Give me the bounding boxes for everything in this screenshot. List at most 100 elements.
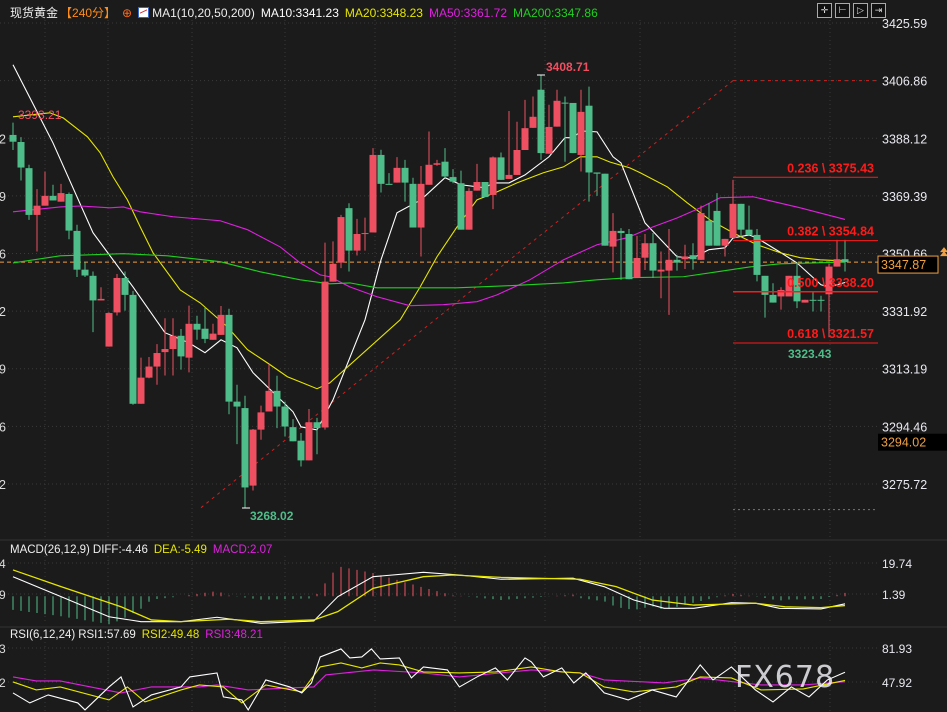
- candle[interactable]: [393, 157, 401, 183]
- candle[interactable]: [473, 163, 481, 191]
- candle[interactable]: [305, 409, 313, 461]
- candle[interactable]: [73, 224, 81, 278]
- candle[interactable]: [137, 357, 145, 404]
- candle[interactable]: [225, 308, 233, 415]
- candle[interactable]: [185, 305, 193, 373]
- candle[interactable]: [769, 283, 777, 303]
- fit-left-icon[interactable]: ⊢: [835, 3, 850, 18]
- candle[interactable]: [265, 364, 273, 412]
- candle[interactable]: [241, 395, 249, 508]
- candle[interactable]: [697, 205, 705, 260]
- candle[interactable]: [585, 86, 593, 202]
- candle[interactable]: [441, 148, 449, 178]
- candle[interactable]: [209, 323, 217, 340]
- candle[interactable]: [753, 229, 761, 282]
- candle[interactable]: [233, 384, 241, 445]
- candle[interactable]: [113, 273, 121, 316]
- candle[interactable]: [465, 188, 473, 230]
- candle[interactable]: [577, 89, 585, 172]
- candle[interactable]: [713, 193, 721, 246]
- crosshair-icon[interactable]: ✛: [817, 3, 832, 18]
- candle[interactable]: [681, 244, 689, 270]
- candle[interactable]: [593, 172, 601, 196]
- candle[interactable]: [529, 96, 537, 128]
- candle[interactable]: [161, 318, 169, 376]
- candle[interactable]: [273, 375, 281, 429]
- candle[interactable]: [665, 229, 673, 315]
- candle[interactable]: [377, 149, 385, 193]
- candle[interactable]: [169, 318, 177, 376]
- candle[interactable]: [9, 122, 17, 151]
- candle[interactable]: [409, 177, 417, 228]
- candle[interactable]: [833, 239, 841, 267]
- candle[interactable]: [385, 173, 393, 185]
- candle[interactable]: [345, 203, 353, 272]
- candle[interactable]: [313, 417, 321, 455]
- candle[interactable]: [249, 429, 257, 491]
- candle[interactable]: [321, 242, 329, 430]
- candle[interactable]: [737, 203, 745, 237]
- candle[interactable]: [633, 235, 641, 278]
- candle[interactable]: [785, 275, 793, 297]
- candle[interactable]: [49, 184, 57, 201]
- ma-settings-icon[interactable]: [138, 7, 150, 18]
- candle[interactable]: [657, 251, 665, 299]
- candle[interactable]: [145, 357, 153, 379]
- candle[interactable]: [625, 229, 633, 280]
- candle[interactable]: [33, 189, 41, 252]
- candle[interactable]: [433, 159, 441, 166]
- candle[interactable]: [553, 89, 561, 127]
- candle[interactable]: [369, 148, 377, 233]
- candle[interactable]: [217, 305, 225, 335]
- candle[interactable]: [281, 401, 289, 437]
- candle[interactable]: [729, 179, 737, 238]
- candle[interactable]: [649, 233, 657, 278]
- candle[interactable]: [793, 263, 801, 309]
- candle[interactable]: [25, 164, 33, 220]
- candle[interactable]: [105, 312, 113, 347]
- candle[interactable]: [761, 275, 769, 318]
- candle[interactable]: [193, 315, 201, 340]
- candle[interactable]: [129, 290, 137, 405]
- candle[interactable]: [569, 102, 577, 154]
- candle[interactable]: [289, 419, 297, 442]
- candle[interactable]: [497, 152, 505, 180]
- candle[interactable]: [689, 243, 697, 270]
- candle[interactable]: [41, 171, 49, 206]
- candle[interactable]: [65, 192, 73, 240]
- candle[interactable]: [177, 329, 185, 370]
- fit-right-icon[interactable]: ⇥: [871, 3, 886, 18]
- candle[interactable]: [545, 104, 553, 154]
- candle[interactable]: [201, 307, 209, 344]
- candle[interactable]: [401, 159, 409, 202]
- candle[interactable]: [801, 299, 809, 303]
- candle[interactable]: [817, 295, 825, 312]
- candle[interactable]: [97, 287, 105, 301]
- candle[interactable]: [641, 233, 649, 270]
- candle[interactable]: [673, 254, 681, 271]
- candle[interactable]: [153, 344, 161, 385]
- candle[interactable]: [353, 218, 361, 256]
- candle[interactable]: [537, 74, 545, 160]
- candle[interactable]: [257, 405, 265, 440]
- candle[interactable]: [425, 131, 433, 185]
- candle[interactable]: [745, 205, 753, 235]
- candle[interactable]: [489, 156, 497, 210]
- candle[interactable]: [841, 239, 849, 272]
- candle[interactable]: [825, 263, 833, 338]
- candle[interactable]: [561, 96, 569, 162]
- candle[interactable]: [705, 203, 713, 246]
- candle[interactable]: [457, 170, 465, 230]
- candle[interactable]: [89, 271, 97, 333]
- candle[interactable]: [777, 287, 785, 310]
- candle[interactable]: [617, 228, 625, 280]
- candle[interactable]: [449, 169, 457, 184]
- candle[interactable]: [329, 241, 337, 282]
- candle[interactable]: [121, 271, 129, 311]
- candle[interactable]: [601, 173, 609, 246]
- crosshair-circle-icon[interactable]: ⊕: [122, 5, 133, 20]
- play-right-icon[interactable]: ▷: [853, 3, 868, 18]
- candle[interactable]: [417, 166, 425, 257]
- candle[interactable]: [361, 217, 369, 251]
- candle[interactable]: [57, 183, 65, 202]
